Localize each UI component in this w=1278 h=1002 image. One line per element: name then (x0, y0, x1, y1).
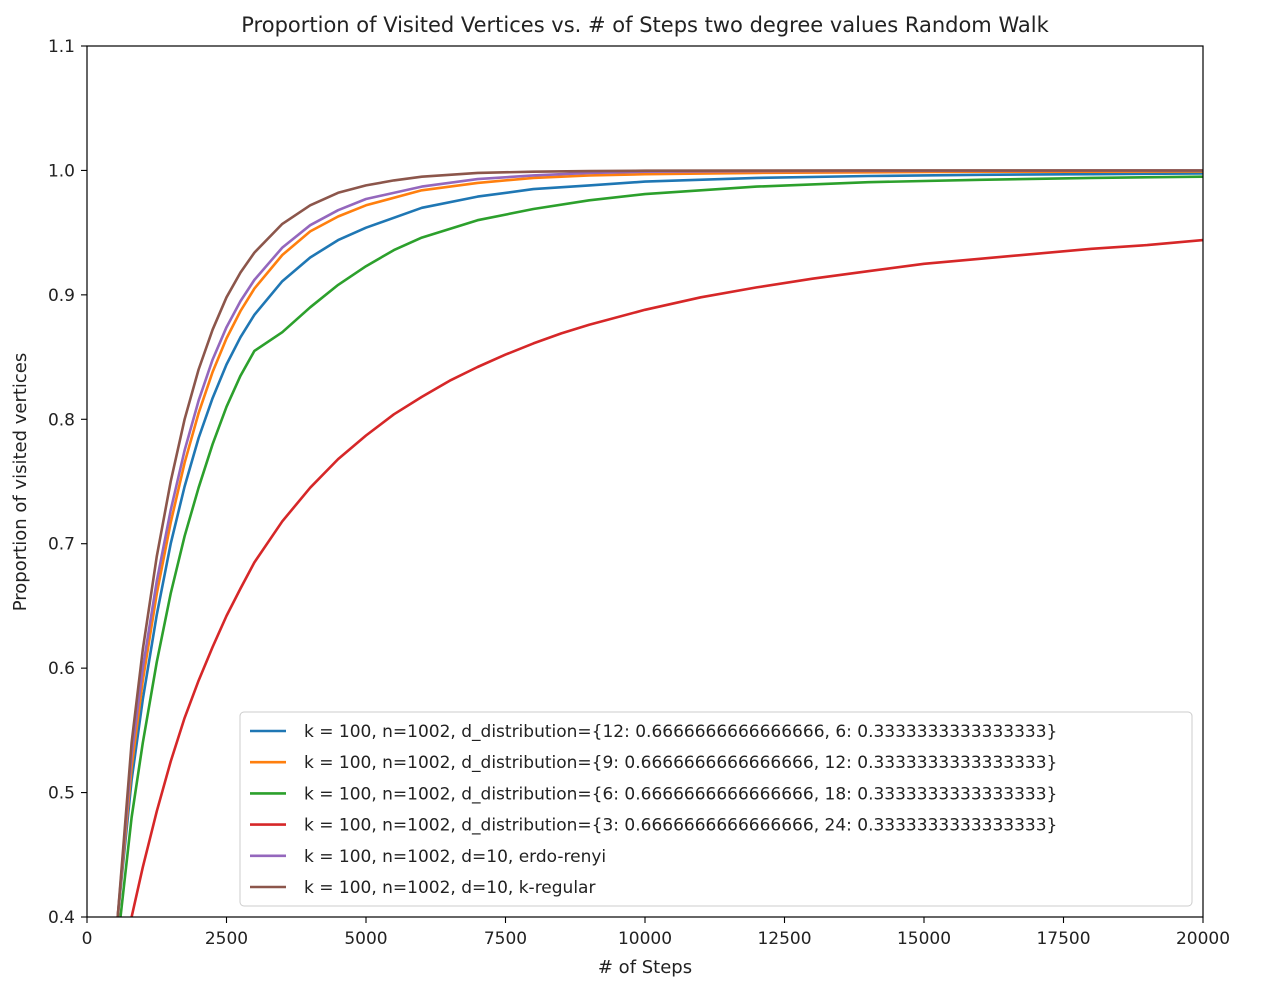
y-tick-label: 1.0 (48, 161, 75, 181)
y-tick-label: 0.6 (48, 659, 75, 679)
plot-area (116, 169, 1203, 917)
legend-label-2: k = 100, n=1002, d_distribution={9: 0.66… (304, 753, 1057, 773)
chart-title: Proportion of Visited Vertices vs. # of … (241, 13, 1049, 37)
x-tick-label: 2500 (205, 929, 248, 949)
series-line-4 (130, 238, 1203, 917)
y-tick-label: 1.1 (48, 37, 75, 57)
y-axis: 0.4 0.5 0.6 0.7 0.8 0.9 1.0 1.1 (48, 37, 87, 928)
series-line-1 (116, 172, 1203, 917)
series-line-6 (116, 169, 1203, 917)
y-tick-label: 0.5 (48, 784, 75, 804)
y-tick-label: 0.9 (48, 286, 75, 306)
y-tick-label: 0.4 (48, 908, 75, 928)
x-tick-label: 10000 (618, 929, 672, 949)
y-tick-label: 0.8 (48, 410, 75, 430)
x-tick-label: 17500 (1036, 929, 1090, 949)
series-line-3 (119, 175, 1203, 917)
x-axis-label: # of Steps (598, 957, 692, 978)
x-tick-label: 0 (82, 929, 93, 949)
legend-label-1: k = 100, n=1002, d_distribution={12: 0.6… (304, 722, 1057, 742)
x-axis: 0 2500 5000 7500 10000 12500 15000 17500 20000 (82, 917, 1230, 949)
series-line-2 (116, 170, 1203, 917)
legend-label-6: k = 100, n=1002, d=10, k-regular (304, 878, 595, 898)
x-tick-label: 7500 (484, 929, 527, 949)
legend-box (239, 711, 1193, 907)
x-tick-label: 12500 (757, 929, 811, 949)
legend-label-3: k = 100, n=1002, d_distribution={6: 0.66… (304, 784, 1057, 804)
legend-label-4: k = 100, n=1002, d_distribution={3: 0.66… (304, 816, 1057, 836)
x-tick-label: 5000 (344, 929, 387, 949)
x-tick-label: 20000 (1176, 929, 1230, 949)
x-tick-label: 15000 (897, 929, 951, 949)
legend: k = 100, n=1002, d_distribution={12: 0.6… (239, 711, 1193, 907)
y-axis-label: Proportion of visited vertices (10, 353, 31, 612)
legend-label-5: k = 100, n=1002, d=10, erdo-renyi (304, 847, 606, 867)
y-tick-label: 0.7 (48, 535, 75, 555)
